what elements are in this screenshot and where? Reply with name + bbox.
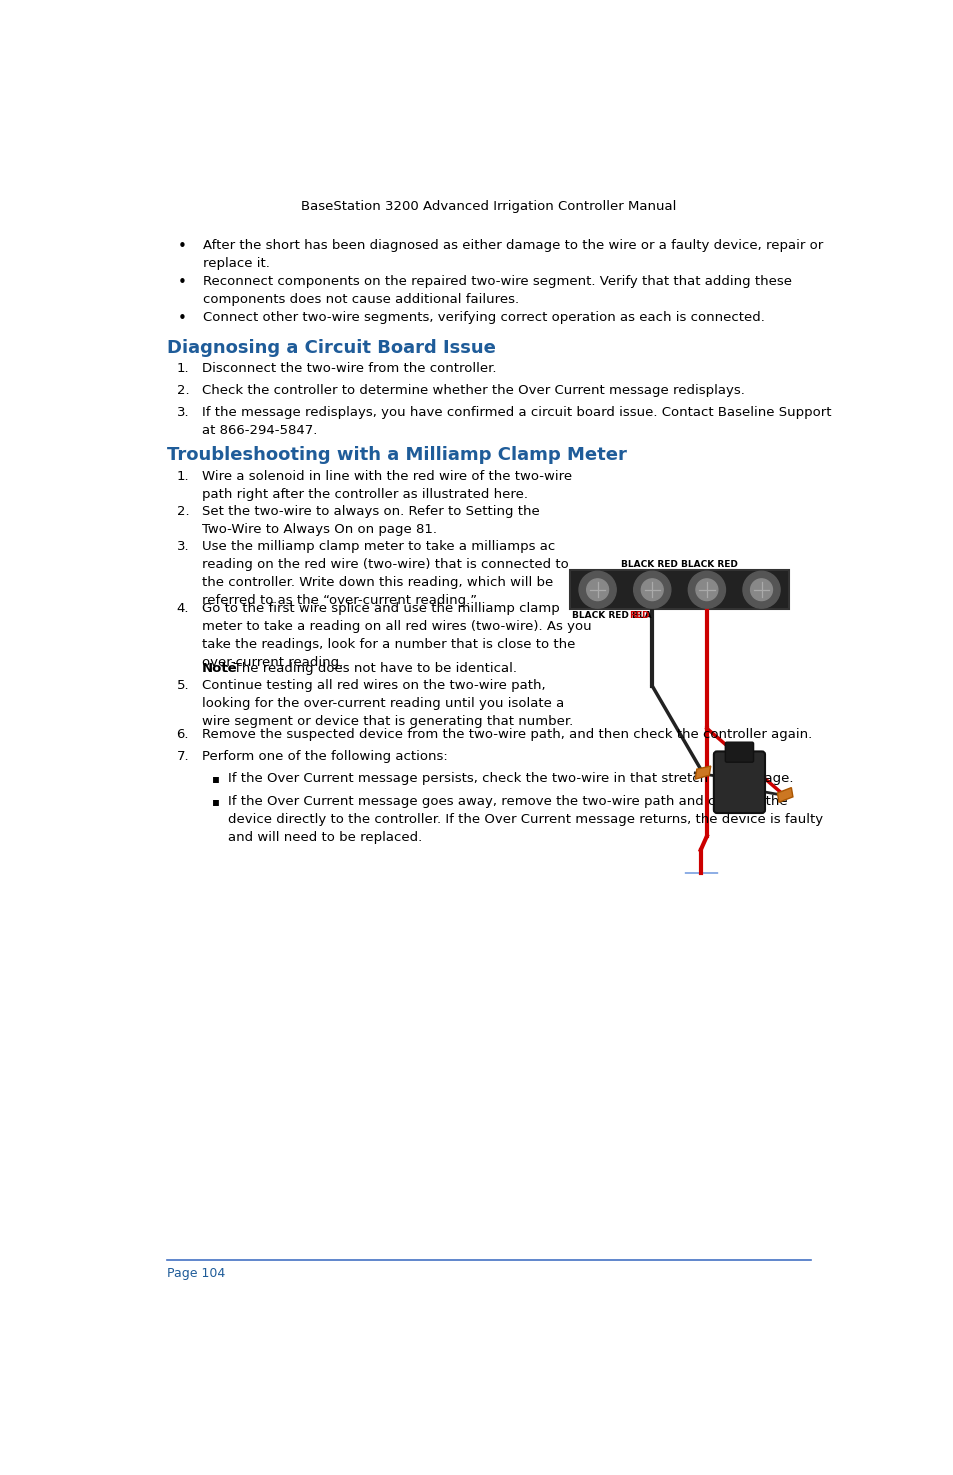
Text: BaseStation 3200 Advanced Irrigation Controller Manual: BaseStation 3200 Advanced Irrigation Con… <box>301 201 676 212</box>
Circle shape <box>750 578 772 600</box>
Bar <box>570 571 788 609</box>
Text: Continue testing all red wires on the two-wire path,
looking for the over-curren: Continue testing all red wires on the tw… <box>202 678 573 729</box>
Text: 2.: 2. <box>176 384 189 397</box>
Text: •: • <box>177 274 186 289</box>
Text: 1.: 1. <box>176 469 189 482</box>
Text: Check the controller to determine whether the Over Current message redisplays.: Check the controller to determine whethe… <box>202 384 744 397</box>
Circle shape <box>688 571 724 608</box>
Text: 6.: 6. <box>176 727 189 740</box>
Text: BLACK RED BLA: BLACK RED BLA <box>571 611 651 621</box>
Text: Use the milliamp clamp meter to take a milliamps ac
reading on the red wire (two: Use the milliamp clamp meter to take a m… <box>202 540 568 608</box>
Polygon shape <box>695 766 710 779</box>
Text: BLACK RED BLACK RED: BLACK RED BLACK RED <box>620 559 738 569</box>
Circle shape <box>742 571 780 608</box>
Text: Reconnect components on the repaired two-wire segment. Verify that that adding t: Reconnect components on the repaired two… <box>203 274 791 305</box>
Text: 3.: 3. <box>176 540 189 553</box>
Text: If the Over Current message persists, check the two-wire in that stretch for dam: If the Over Current message persists, ch… <box>228 773 792 785</box>
Text: After the short has been diagnosed as either damage to the wire or a faulty devi: After the short has been diagnosed as ei… <box>203 239 822 270</box>
FancyBboxPatch shape <box>724 742 753 763</box>
Text: Diagnosing a Circuit Board Issue: Diagnosing a Circuit Board Issue <box>167 339 496 357</box>
Text: Connect other two-wire segments, verifying correct operation as each is connecte: Connect other two-wire segments, verifyi… <box>203 311 764 324</box>
Text: Set the two-wire to always on. Refer to Setting the
Two-Wire to Always On on pag: Set the two-wire to always on. Refer to … <box>202 504 539 535</box>
Text: Disconnect the two-wire from the controller.: Disconnect the two-wire from the control… <box>202 361 497 375</box>
Circle shape <box>640 578 662 600</box>
Polygon shape <box>777 788 792 802</box>
Text: ▪: ▪ <box>212 795 220 807</box>
Text: Wire a solenoid in line with the red wire of the two-wire
path right after the c: Wire a solenoid in line with the red wir… <box>202 469 572 500</box>
Text: : The reading does not have to be identical.: : The reading does not have to be identi… <box>225 662 517 676</box>
Text: •: • <box>177 311 186 326</box>
Text: 3.: 3. <box>176 407 189 419</box>
Text: ▪: ▪ <box>212 773 220 785</box>
Text: 4.: 4. <box>176 602 189 615</box>
Text: If the message redisplays, you have confirmed a circuit board issue. Contact Bas: If the message redisplays, you have conf… <box>202 407 831 438</box>
FancyBboxPatch shape <box>713 751 764 813</box>
Text: Page 104: Page 104 <box>167 1267 225 1279</box>
Circle shape <box>586 578 608 600</box>
Text: Troubleshooting with a Milliamp Clamp Meter: Troubleshooting with a Milliamp Clamp Me… <box>167 447 626 465</box>
Text: 1.: 1. <box>176 361 189 375</box>
Circle shape <box>696 578 717 600</box>
Text: If the Over Current message goes away, remove the two-wire path and connect the
: If the Over Current message goes away, r… <box>228 795 822 844</box>
Text: 5.: 5. <box>176 678 189 692</box>
Text: Note: Note <box>202 662 237 676</box>
Text: Remove the suspected device from the two-wire path, and then check the controlle: Remove the suspected device from the two… <box>202 727 812 740</box>
Text: 7.: 7. <box>176 749 189 763</box>
Text: RED: RED <box>629 611 649 621</box>
Text: Perform one of the following actions:: Perform one of the following actions: <box>202 749 448 763</box>
Text: •: • <box>177 239 186 254</box>
Text: 2.: 2. <box>176 504 189 518</box>
Circle shape <box>633 571 670 608</box>
Circle shape <box>578 571 616 608</box>
Text: Go to the first wire splice and use the milliamp clamp
meter to take a reading o: Go to the first wire splice and use the … <box>202 602 591 670</box>
